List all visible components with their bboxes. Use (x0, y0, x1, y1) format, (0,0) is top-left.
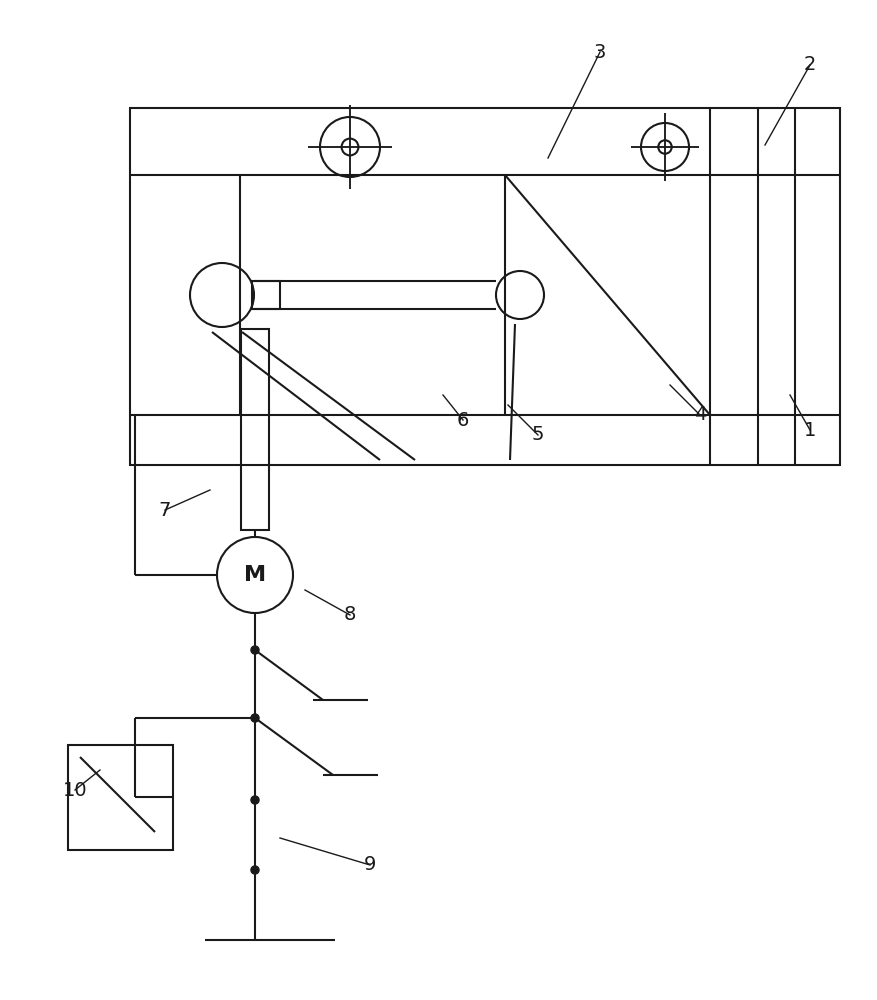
Circle shape (251, 714, 259, 722)
Circle shape (217, 537, 293, 613)
Text: 2: 2 (804, 55, 816, 75)
Text: 1: 1 (804, 420, 816, 440)
Text: 10: 10 (62, 780, 88, 800)
Text: 7: 7 (159, 500, 171, 520)
Bar (252, 281, 280, 309)
Bar (130, 108, 840, 465)
Text: M: M (244, 565, 266, 585)
Text: 5: 5 (531, 426, 545, 444)
Circle shape (251, 646, 259, 654)
Text: 4: 4 (694, 406, 706, 424)
Text: 9: 9 (364, 856, 376, 874)
Text: 3: 3 (594, 42, 606, 62)
Circle shape (251, 796, 259, 804)
Text: 6: 6 (457, 410, 469, 430)
Bar (68, 745, 173, 850)
Circle shape (251, 866, 259, 874)
Bar (241, 329, 269, 530)
Text: 8: 8 (344, 605, 356, 624)
